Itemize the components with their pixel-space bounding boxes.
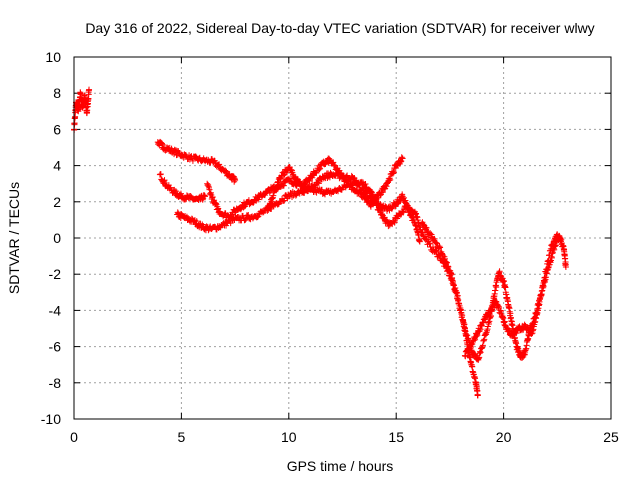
x-tick-label: 5 <box>178 429 186 445</box>
data-point <box>280 172 287 179</box>
data-point <box>400 209 407 216</box>
data-point <box>222 167 229 174</box>
y-tick-label: 8 <box>53 85 61 101</box>
data-point <box>317 165 324 172</box>
data-point <box>363 190 370 197</box>
series-segment-8 <box>461 231 561 360</box>
data-point <box>318 186 325 193</box>
data-point <box>245 212 252 218</box>
series-segment-3 <box>156 171 209 203</box>
data-point <box>493 284 500 291</box>
x-tick-label: 0 <box>70 429 78 445</box>
grid <box>74 57 611 419</box>
data-point <box>536 301 543 308</box>
data-point <box>330 159 337 166</box>
data-point <box>312 184 319 191</box>
data-point <box>426 240 433 247</box>
x-tick-label: 10 <box>281 429 297 445</box>
data-point <box>440 252 447 259</box>
data-point <box>415 232 422 239</box>
y-axis-label: SDTVAR / TECUs <box>6 182 22 294</box>
data-point <box>209 194 216 201</box>
y-tick-label: 10 <box>45 49 61 65</box>
data-point <box>431 235 438 242</box>
data-point <box>273 184 280 191</box>
data-point <box>183 213 190 220</box>
data-point <box>562 263 569 270</box>
y-tick-label: 2 <box>53 194 61 210</box>
data-point <box>387 176 394 183</box>
data-point <box>353 177 360 184</box>
data-point <box>202 193 209 200</box>
data-point <box>362 181 369 188</box>
y-tick-label: -10 <box>41 411 61 427</box>
y-tick-label: 0 <box>53 230 61 246</box>
data-point <box>287 175 294 182</box>
y-tick-label: 4 <box>53 158 61 174</box>
x-axis-label: GPS time / hours <box>287 458 394 474</box>
data-point <box>237 205 244 212</box>
data-point <box>356 182 363 189</box>
data-point <box>285 193 292 200</box>
data-point <box>314 179 321 186</box>
data-point <box>254 214 261 221</box>
series-segment-6 <box>264 154 406 214</box>
data-point <box>242 216 249 223</box>
data-point <box>250 199 257 206</box>
data-point <box>193 218 200 225</box>
data-point <box>541 274 548 281</box>
data-point <box>280 182 287 189</box>
chart-title: Day 316 of 2022, Sidereal Day-to-day VTE… <box>85 20 594 36</box>
data-point <box>189 157 196 164</box>
data-point <box>86 86 93 93</box>
data-point <box>441 255 448 262</box>
x-tick-label: 25 <box>603 429 619 445</box>
axis-ticks: 0 5 10 15 20 25 -10 -8 -6 -4 -2 0 2 4 6 8 10 <box>41 49 619 445</box>
data-point <box>391 218 398 225</box>
series-segment-1 <box>71 86 93 133</box>
data-point <box>352 177 359 184</box>
x-tick-label: 15 <box>388 429 404 445</box>
data-point <box>399 155 406 162</box>
data-point <box>427 230 434 237</box>
data-point <box>507 310 514 317</box>
data-point <box>388 205 395 212</box>
data-point <box>315 180 322 187</box>
data-point <box>436 243 443 250</box>
series-segment-2 <box>154 138 239 185</box>
data-point <box>157 171 164 178</box>
data-point <box>216 161 223 168</box>
x-tick-label: 20 <box>496 429 512 445</box>
data-point <box>430 244 437 251</box>
data-point <box>281 197 288 204</box>
y-tick-label: -4 <box>49 302 62 318</box>
data-point <box>377 201 384 207</box>
data-point <box>330 162 337 169</box>
data-point <box>543 266 550 273</box>
data-point <box>391 219 398 226</box>
data-point <box>428 231 435 238</box>
data-point <box>437 244 444 251</box>
data-point <box>355 180 362 187</box>
data-point <box>443 259 450 266</box>
data-point <box>255 196 262 203</box>
data-point <box>416 238 423 245</box>
data-point <box>554 231 561 238</box>
series-segment-5 <box>204 169 423 245</box>
data-points <box>71 86 569 399</box>
plot-frame <box>73 56 612 420</box>
data-point <box>277 176 284 183</box>
y-tick-label: -6 <box>49 339 62 355</box>
y-tick-label: -2 <box>49 266 62 282</box>
y-tick-label: 6 <box>53 121 61 137</box>
data-point <box>356 181 363 188</box>
data-point <box>316 166 323 173</box>
data-point <box>538 291 545 298</box>
y-tick-label: -8 <box>49 375 62 391</box>
data-point <box>474 392 481 399</box>
data-point <box>232 177 239 184</box>
